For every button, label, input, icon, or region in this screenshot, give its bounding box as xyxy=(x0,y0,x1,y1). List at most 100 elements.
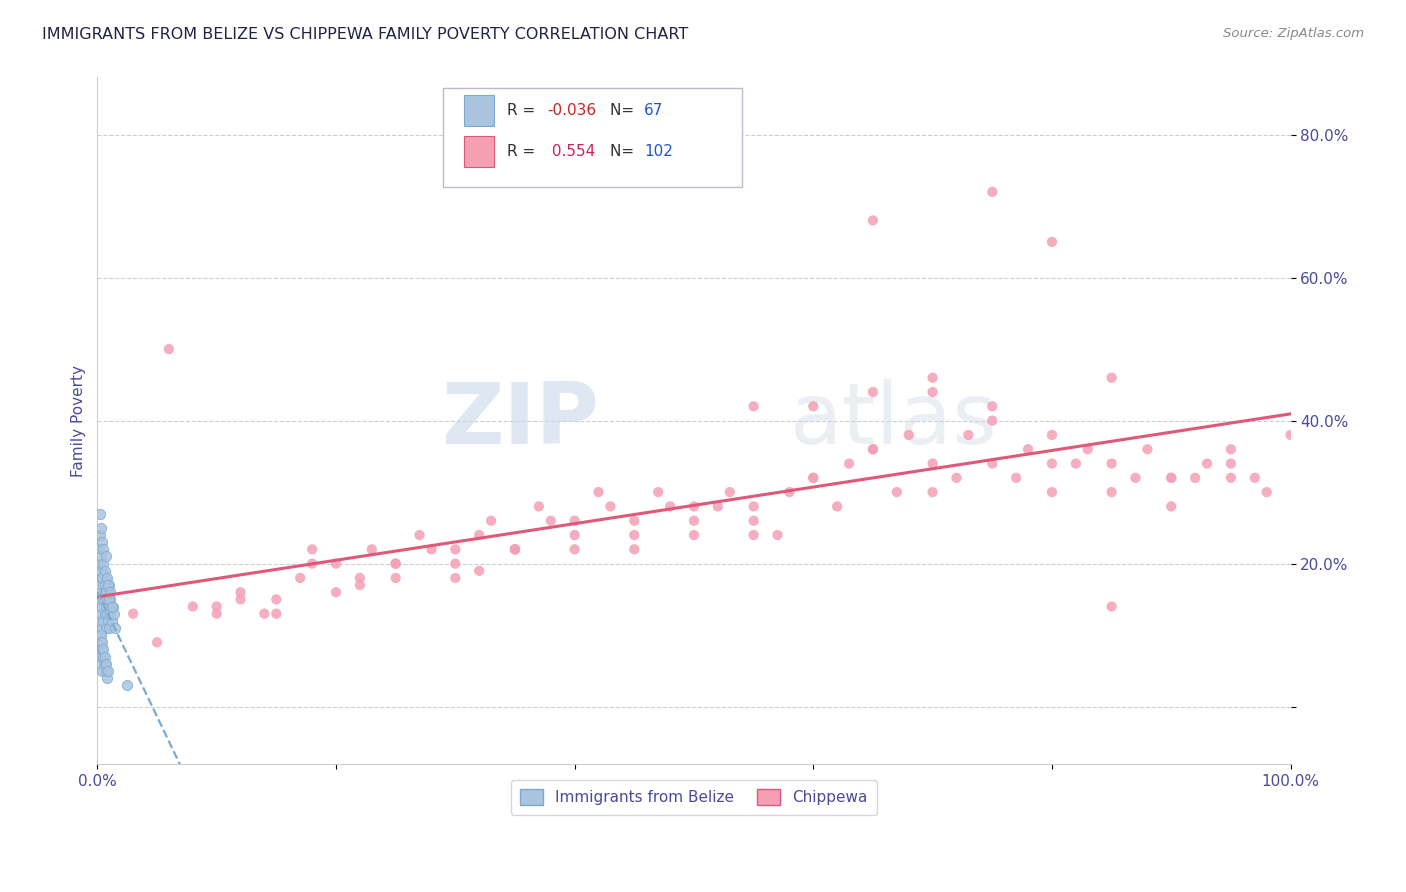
Point xyxy=(503,542,526,557)
Point xyxy=(1279,428,1302,442)
Point xyxy=(444,557,467,571)
Point xyxy=(301,542,323,557)
Point xyxy=(503,542,526,557)
Point xyxy=(1064,457,1087,471)
Point xyxy=(623,542,645,557)
Point xyxy=(97,664,120,678)
Point xyxy=(266,607,288,621)
Text: ZIP: ZIP xyxy=(440,379,599,462)
Point xyxy=(742,500,765,514)
Point xyxy=(1040,235,1063,249)
Point xyxy=(921,457,943,471)
Point xyxy=(1101,370,1123,384)
Point xyxy=(718,485,741,500)
Point xyxy=(100,614,122,628)
Point xyxy=(742,400,765,414)
Point xyxy=(91,614,114,628)
Point xyxy=(205,599,228,614)
Point xyxy=(1101,599,1123,614)
Point xyxy=(94,571,117,585)
Point xyxy=(122,607,145,621)
Point xyxy=(96,571,118,585)
Point xyxy=(87,614,110,628)
Point xyxy=(647,485,669,500)
Point xyxy=(360,542,382,557)
Point xyxy=(90,585,112,599)
Point xyxy=(90,564,112,578)
Point xyxy=(801,471,824,485)
Point xyxy=(444,542,467,557)
Point xyxy=(838,457,860,471)
Point xyxy=(384,557,406,571)
Text: 0.554: 0.554 xyxy=(547,145,596,159)
Point xyxy=(94,657,117,671)
Point xyxy=(253,607,276,621)
Point xyxy=(384,571,406,585)
Point xyxy=(90,571,112,585)
Point xyxy=(90,635,112,649)
Point xyxy=(100,599,122,614)
Point xyxy=(96,607,118,621)
Point xyxy=(91,564,114,578)
FancyBboxPatch shape xyxy=(464,136,494,167)
Point xyxy=(89,642,111,657)
Point xyxy=(527,500,550,514)
Point xyxy=(408,528,430,542)
Point xyxy=(115,678,138,692)
Point xyxy=(100,592,122,607)
Point xyxy=(89,628,111,642)
Point xyxy=(778,485,800,500)
Point xyxy=(91,571,114,585)
Point xyxy=(325,557,347,571)
Point xyxy=(540,514,562,528)
Point xyxy=(503,542,526,557)
Point xyxy=(205,607,228,621)
Point xyxy=(1101,485,1123,500)
Text: -0.036: -0.036 xyxy=(547,103,596,119)
Point xyxy=(981,400,1004,414)
Text: atlas: atlas xyxy=(789,379,997,462)
Point xyxy=(1160,471,1182,485)
Point xyxy=(981,414,1004,428)
Text: IMMIGRANTS FROM BELIZE VS CHIPPEWA FAMILY POVERTY CORRELATION CHART: IMMIGRANTS FROM BELIZE VS CHIPPEWA FAMIL… xyxy=(42,27,689,42)
Point xyxy=(945,471,967,485)
Text: N=: N= xyxy=(610,103,640,119)
Point xyxy=(181,599,204,614)
Point xyxy=(98,578,121,592)
Point xyxy=(91,578,114,592)
Point xyxy=(89,557,111,571)
Point xyxy=(862,442,884,457)
Point xyxy=(97,578,120,592)
Point xyxy=(96,592,118,607)
Point xyxy=(886,485,908,500)
Point xyxy=(707,500,730,514)
Point xyxy=(301,557,323,571)
Point xyxy=(146,635,169,649)
Point xyxy=(91,599,114,614)
Point xyxy=(229,585,252,599)
Point xyxy=(479,514,502,528)
Point xyxy=(683,514,706,528)
Point xyxy=(91,542,114,557)
Point xyxy=(89,507,111,521)
Point xyxy=(683,500,706,514)
Point xyxy=(862,384,884,399)
Point xyxy=(1219,457,1241,471)
Point xyxy=(87,542,110,557)
Point xyxy=(1184,471,1206,485)
Point xyxy=(862,442,884,457)
Text: 67: 67 xyxy=(644,103,664,119)
Point xyxy=(229,592,252,607)
Point xyxy=(90,549,112,564)
Point xyxy=(981,185,1004,199)
Point xyxy=(91,621,114,635)
Point xyxy=(93,607,115,621)
Point xyxy=(349,578,371,592)
Point xyxy=(96,671,118,685)
Point xyxy=(1256,485,1278,500)
Point xyxy=(266,592,288,607)
Text: R =: R = xyxy=(506,145,540,159)
Point xyxy=(103,607,125,621)
Point xyxy=(94,599,117,614)
Point xyxy=(91,649,114,664)
